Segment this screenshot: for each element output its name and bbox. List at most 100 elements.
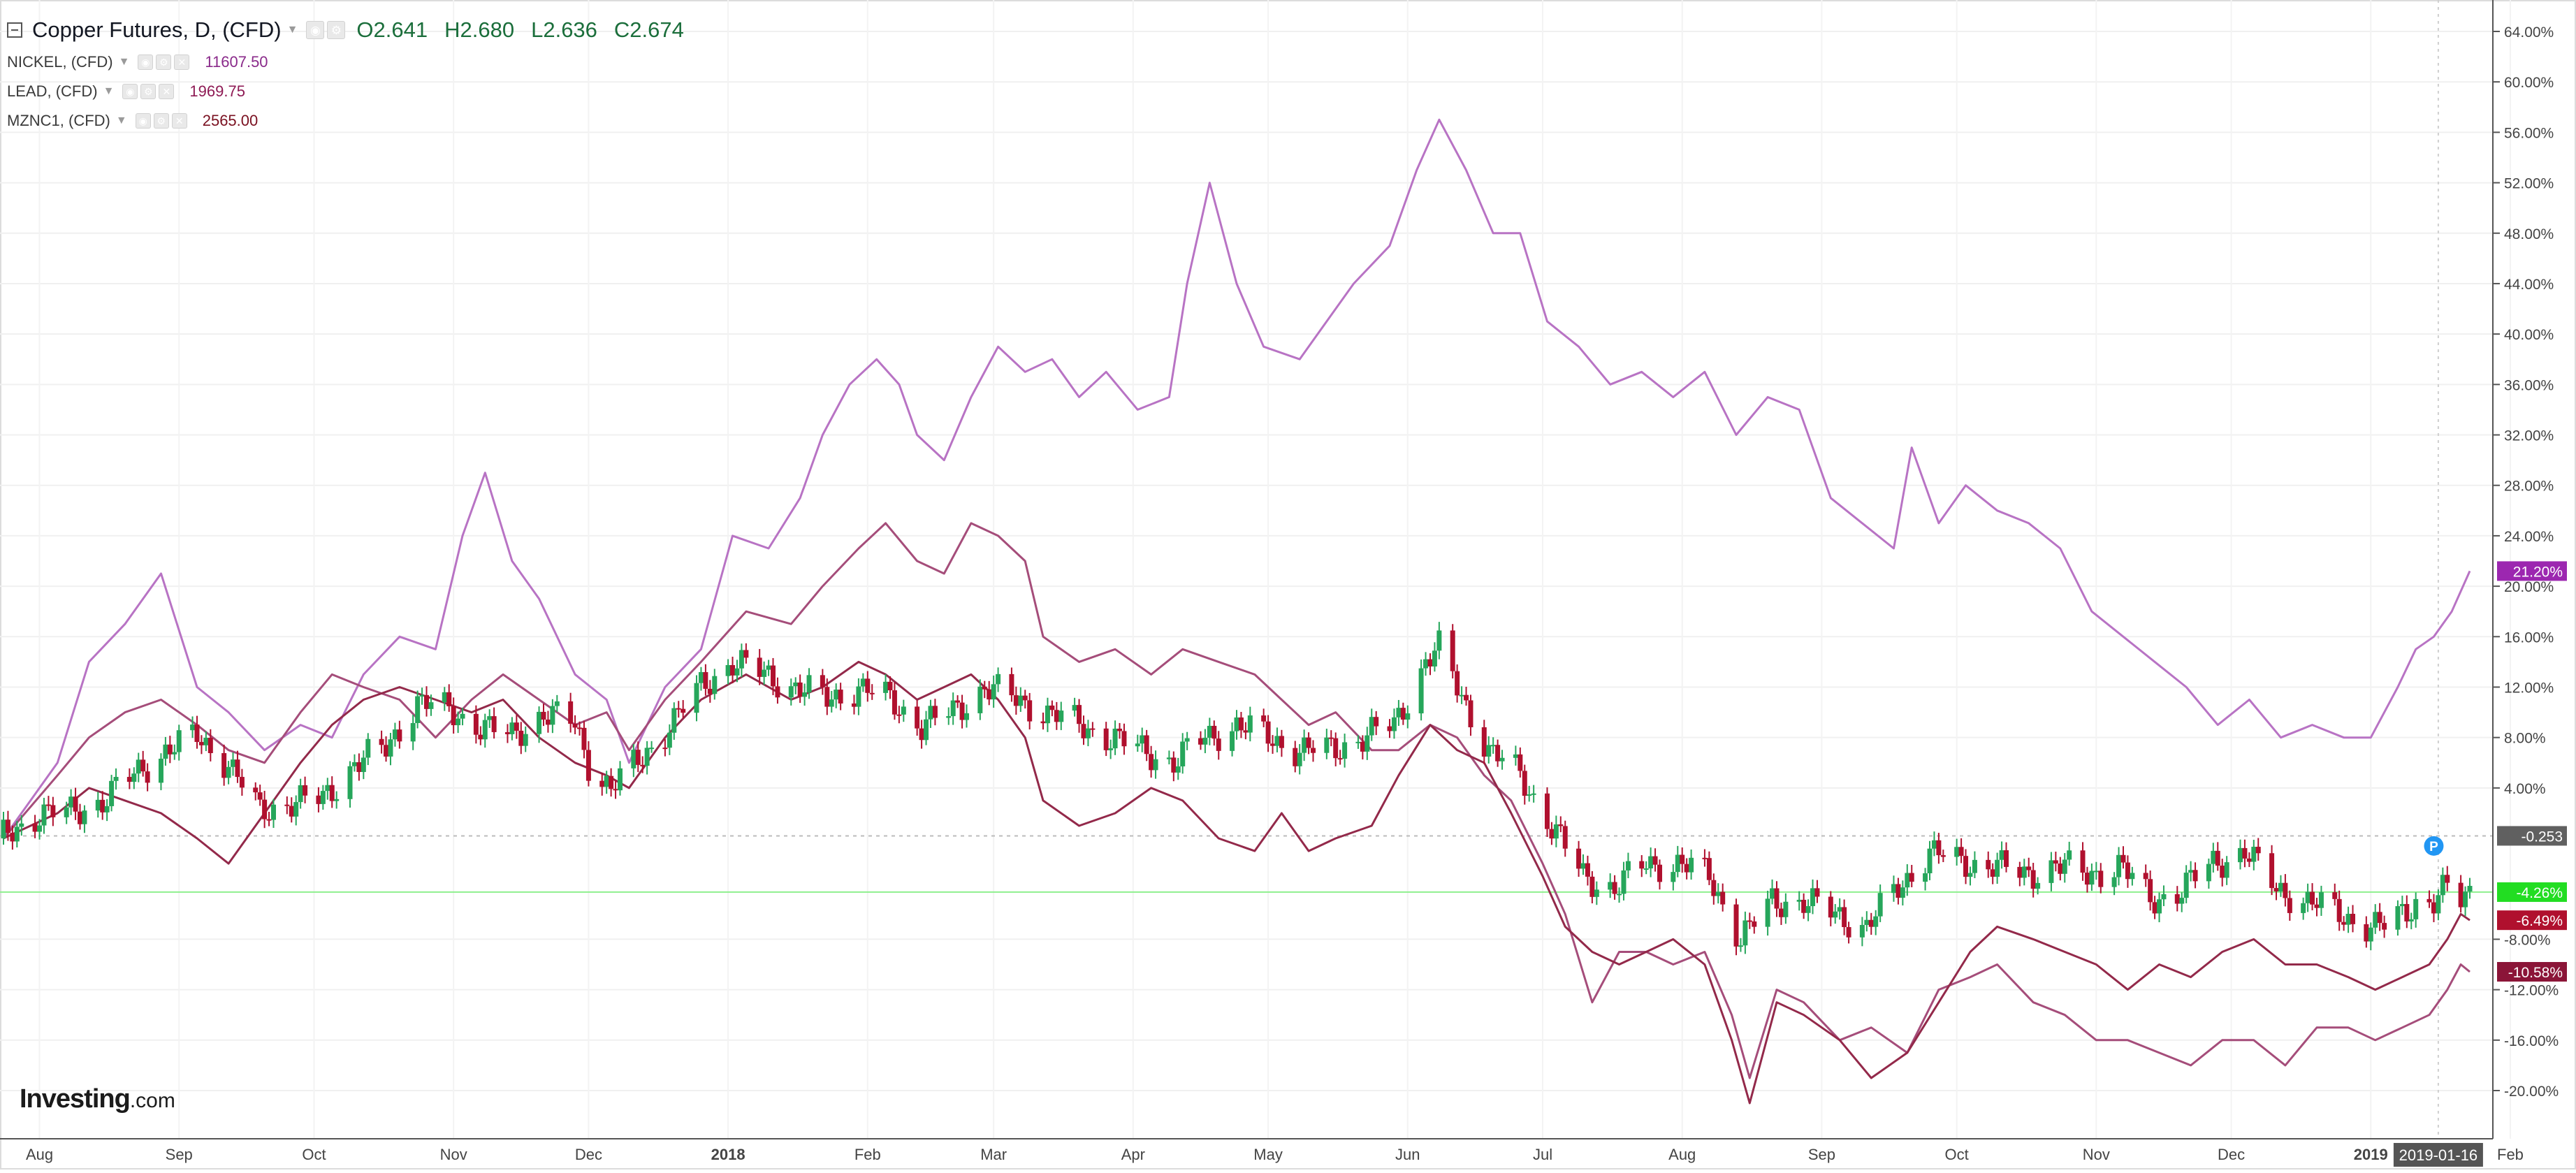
candle-body [1211,725,1217,739]
price-label: 21.20% [2513,564,2563,580]
gear-icon[interactable]: ⚙ [153,113,169,129]
candle-body [1108,748,1114,750]
candle-body [856,686,861,707]
time-axis-label: Nov [2083,1146,2110,1163]
candle-body [1999,850,2004,860]
eye-icon[interactable]: ◉ [135,113,151,129]
candle-body [644,748,650,766]
candle-body [1612,882,1617,894]
candle-body [487,716,493,720]
candle-body [707,688,713,694]
series-line-lead[interactable] [2,522,2471,1079]
candle-body [860,678,866,687]
candle-body [203,738,209,745]
candle-body [424,694,430,709]
candle-body [451,706,456,726]
candle-body [19,823,24,827]
candle-body [158,758,163,783]
candle-body [2350,914,2356,924]
time-axis[interactable]: Aug Sep Oct Nov Dec 2018 Feb Mar Apr May Jun Jul Aug… [0,1138,2524,1167]
candle-body [2332,892,2338,899]
candle-body [1459,694,1464,697]
candle-body [2237,847,2243,863]
candle-body [1702,857,1708,859]
candle-body [2080,850,2086,873]
price-axis[interactable]: 64.00% 60.00% 56.00% 52.00% 48.00% 44.00% 40.0… [2492,0,2567,1139]
collapse-legend-icon[interactable] [7,22,22,38]
candle-body [253,787,259,793]
p-marker-icon[interactable]: P [2424,836,2444,856]
candle-body [2305,891,2311,903]
candle-body [1455,671,1460,696]
candle-body [662,748,668,750]
candle-body [1522,771,1527,796]
candle-body [351,762,357,766]
candle-body [694,683,699,713]
gear-icon[interactable]: ⚙ [327,21,346,39]
eye-icon[interactable]: ◉ [138,54,154,70]
candle-body [509,722,515,734]
candle-body [2152,902,2157,914]
candle-body [1720,891,1726,905]
candle-body [1279,736,1284,748]
price-axis-label: 32.00% [2504,428,2554,444]
close-icon[interactable]: ✕ [171,113,187,129]
candle-body [231,759,236,767]
price-axis-label: 60.00% [2504,75,2554,91]
candle-body [2431,902,2436,914]
candle-body [599,780,605,787]
time-axis-label: Sep [166,1146,193,1163]
price-axis-label: 48.00% [2504,226,2554,242]
gear-icon[interactable]: ⚙ [156,54,172,70]
brand-tld: .com [129,1089,175,1112]
candle-body [176,730,182,752]
close-icon[interactable]: ✕ [159,84,175,99]
candle-body [2310,891,2315,905]
candle-body [734,668,740,676]
price-axis-label: -16.00% [2504,1033,2559,1049]
series-line-nickel[interactable] [2,118,2471,839]
candle-body [1045,705,1050,724]
price-label: -0.253 [2521,829,2563,845]
candle-body [1387,726,1392,731]
candle-body [1202,738,1208,745]
candle-body [113,777,119,781]
candle-body [991,684,996,700]
chevron-down-icon[interactable]: ▼ [118,56,130,68]
candle-body [1774,888,1780,909]
price-axis-label: -8.00% [2504,932,2551,948]
candle-body [14,826,20,842]
price-axis-label: 52.00% [2504,176,2554,192]
chevron-down-icon[interactable]: ▼ [286,24,298,36]
candle-body [491,716,497,732]
candle-body [2399,903,2405,907]
eye-icon[interactable]: ◉ [122,84,138,99]
close-icon[interactable]: ✕ [174,54,190,70]
candle-body [334,799,340,801]
time-axis-label: Feb [2497,1146,2524,1163]
candle-body [1243,730,1249,733]
candle-body [1783,901,1789,917]
candle-body [221,752,227,778]
series-line-mznc1[interactable] [3,660,2471,1105]
price-axis-label: 20.00% [2504,579,2554,595]
chevron-down-icon[interactable]: ▼ [103,85,115,97]
candle-body [1927,848,1933,873]
eye-icon[interactable]: ◉ [306,21,325,39]
candle-body [977,686,983,713]
candle-body [172,752,177,755]
candle-body [1643,868,1649,870]
candle-body [1486,745,1492,757]
chevron-down-icon[interactable]: ▼ [115,115,127,126]
candle-body [126,777,132,782]
gear-icon[interactable]: ⚙ [140,84,157,99]
candle-body [671,708,677,733]
candle-body [865,678,871,693]
candle-body [1238,717,1244,731]
candle-body [1895,884,1901,898]
crosshair-date-box [2393,1143,2483,1167]
candle-body [1900,887,1905,898]
legend-series-value: 1969.75 [189,82,245,100]
